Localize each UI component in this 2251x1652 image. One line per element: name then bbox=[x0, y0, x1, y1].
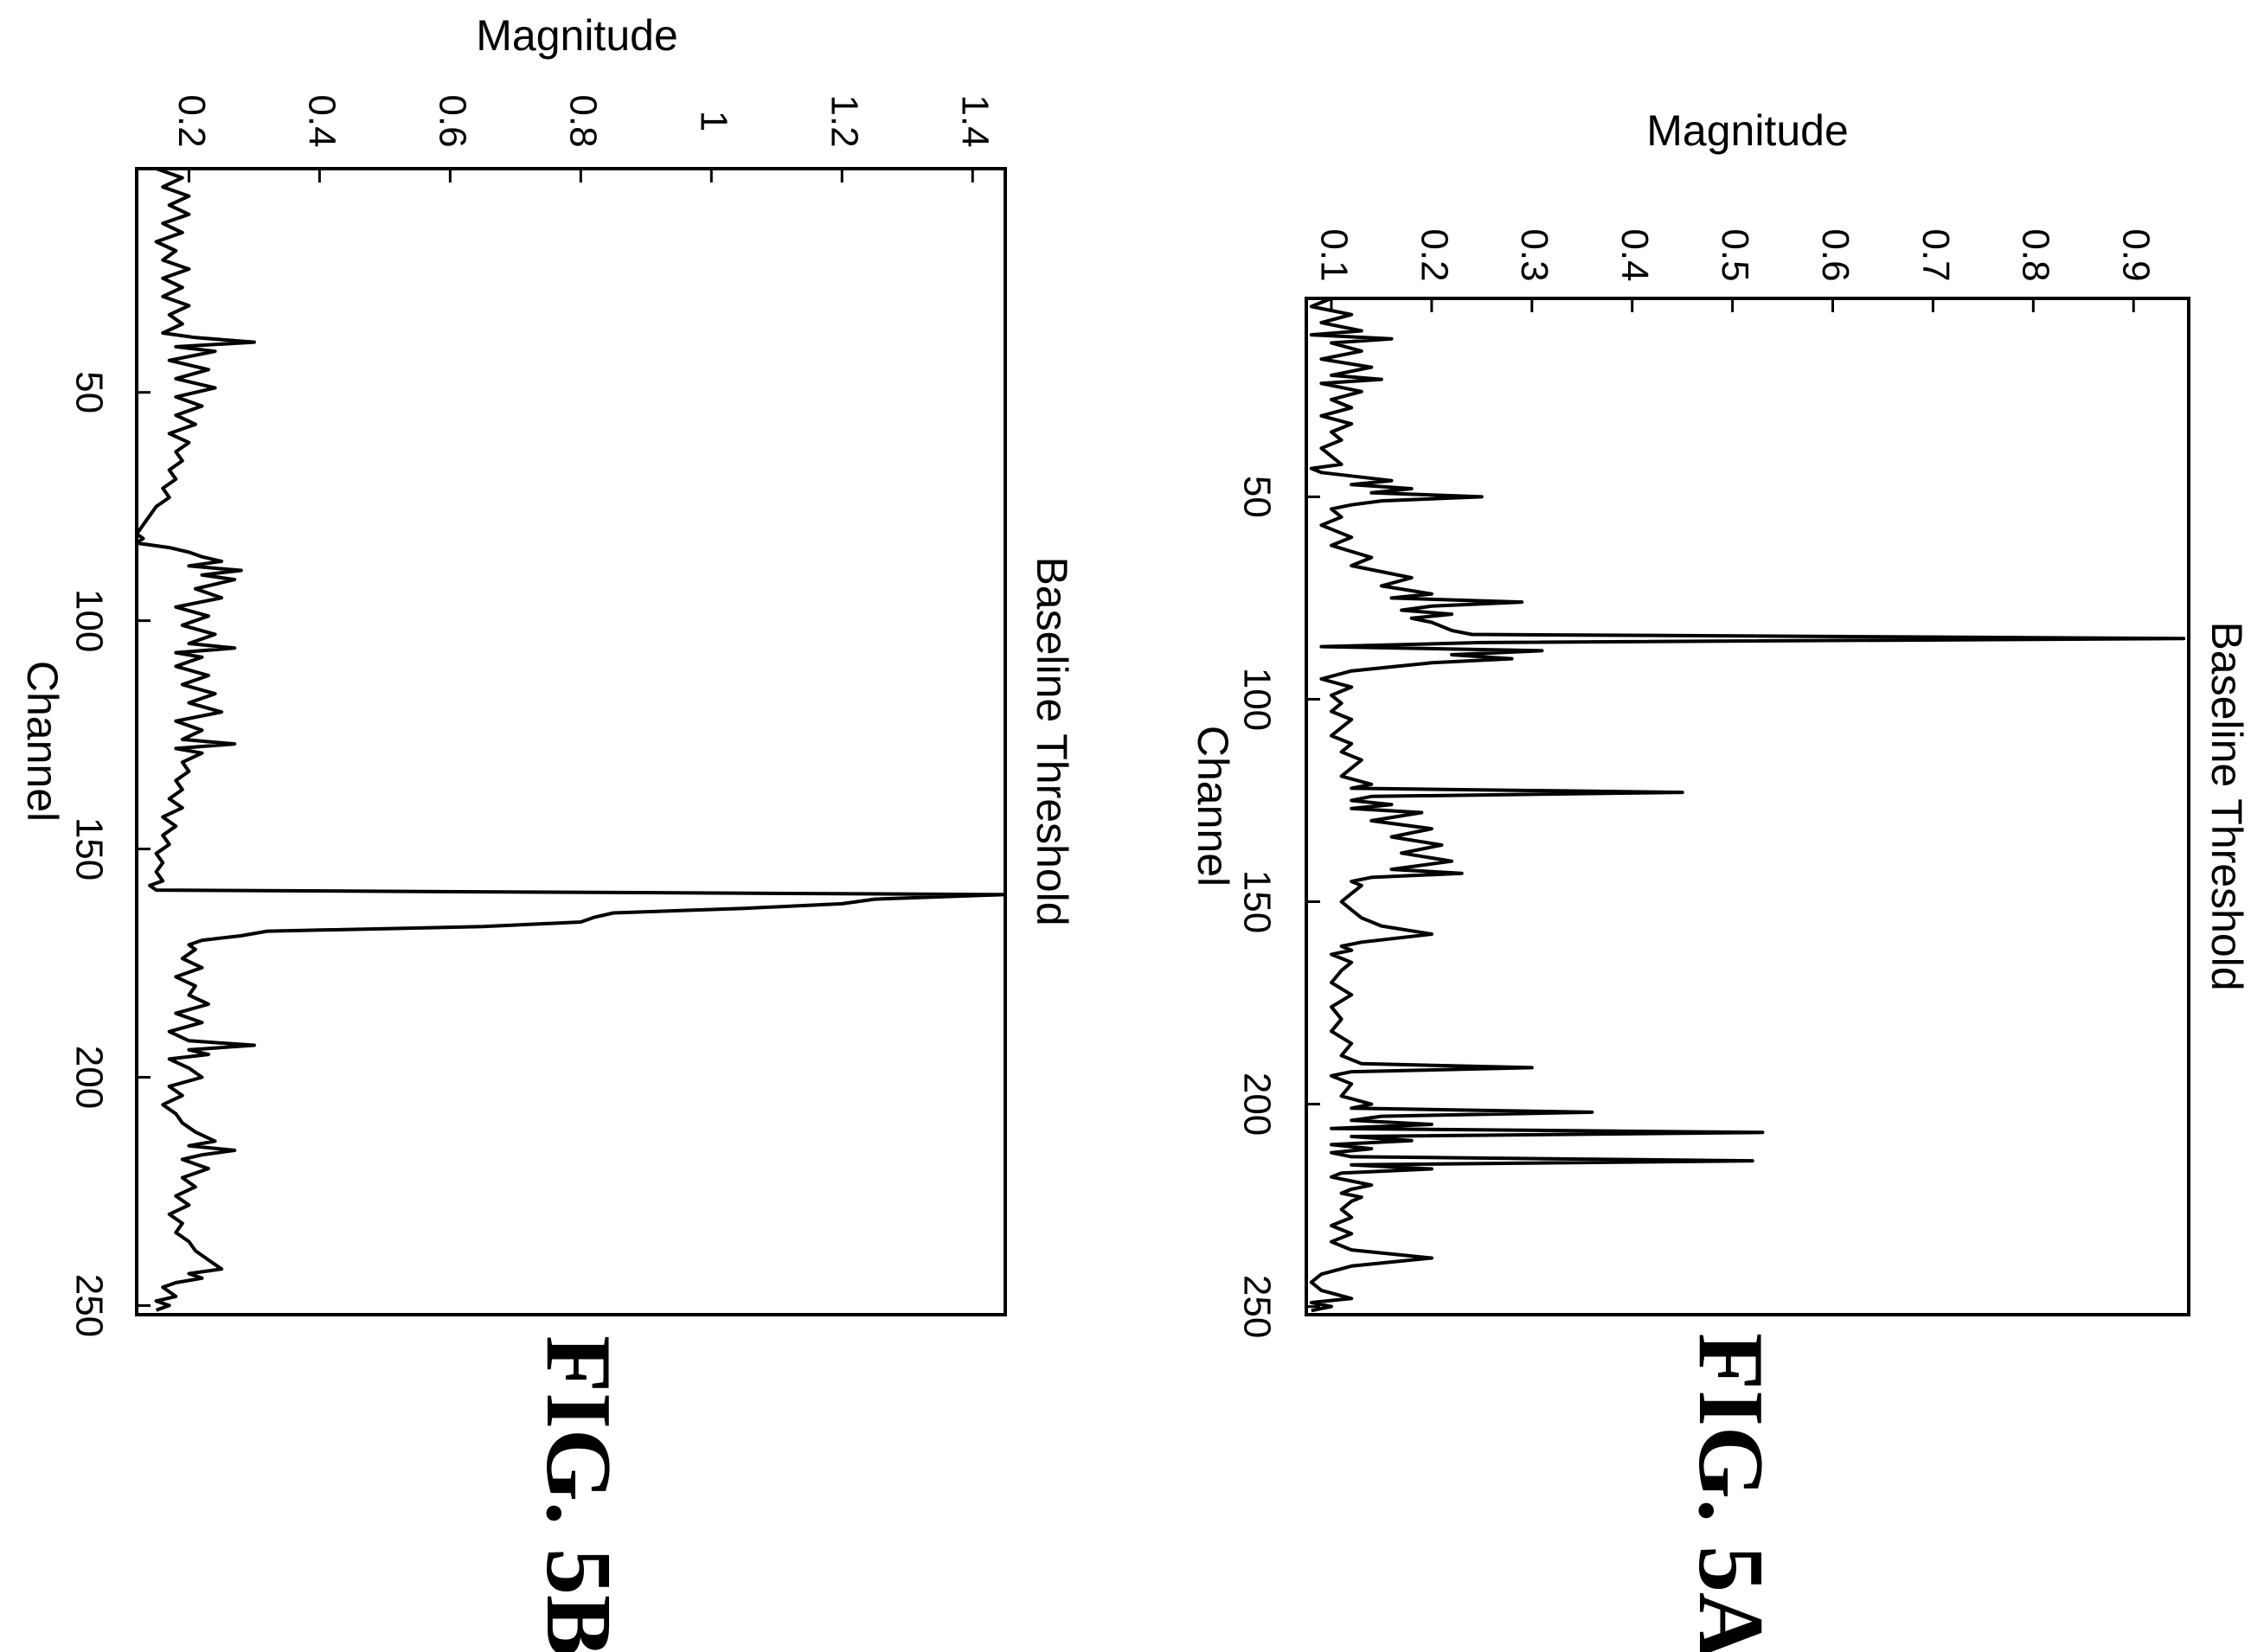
series-label: Baseline Threshold bbox=[1028, 556, 1076, 925]
x-tick-label: 50 bbox=[67, 371, 110, 413]
x-tick-label: 250 bbox=[1235, 1275, 1278, 1338]
y-axis-label: Magnitude bbox=[476, 11, 678, 60]
plot-frame bbox=[1305, 297, 2190, 1316]
plot-frame bbox=[135, 167, 1007, 1316]
y-axis-label: Magnitude bbox=[1646, 106, 1849, 155]
y-tick-label: 0.8 bbox=[2015, 228, 2057, 281]
x-tick-label: 100 bbox=[67, 589, 110, 652]
y-tick-label: 0.4 bbox=[1613, 228, 1656, 281]
y-tick-label: 1.4 bbox=[954, 94, 997, 147]
x-axis-label: Channel bbox=[18, 661, 67, 822]
x-axis-label: Channel bbox=[1189, 726, 1237, 887]
chart-fig-5a: 50 100 150 200 250 0.1 0.2 0.3 0.4 0.5 0.6 0.7 0.8 0.… bbox=[1189, 106, 2251, 1652]
y-tick-label: 1.2 bbox=[824, 94, 866, 147]
series-line bbox=[1309, 297, 2186, 1313]
figure-caption: FIG. 5A bbox=[1679, 1333, 1782, 1652]
y-tick-label: 0.5 bbox=[1714, 228, 1756, 281]
y-tick-label: 0.7 bbox=[1914, 228, 1957, 281]
y-tick-label: 0.4 bbox=[301, 94, 343, 147]
y-tick-label: 0.6 bbox=[1814, 228, 1857, 281]
x-tick-label: 50 bbox=[1235, 476, 1278, 518]
y-tick-label: 0.3 bbox=[1513, 228, 1555, 281]
figure-caption: FIG. 5B bbox=[527, 1335, 630, 1652]
x-tick-label: 100 bbox=[1235, 668, 1278, 731]
x-tick-label: 200 bbox=[1235, 1073, 1278, 1136]
series-line bbox=[135, 167, 1007, 1312]
x-tick-label: 150 bbox=[1235, 870, 1278, 933]
x-tick-label: 150 bbox=[67, 817, 110, 880]
x-tick-label: 250 bbox=[67, 1274, 110, 1337]
y-tick-label: 0.6 bbox=[432, 94, 474, 147]
y-tick-label: 0.8 bbox=[562, 94, 605, 147]
y-tick-label: 0.2 bbox=[170, 94, 213, 147]
y-tick-label: 1 bbox=[693, 111, 735, 131]
y-tick-label: 0.1 bbox=[1312, 228, 1355, 281]
y-tick-label: 0.2 bbox=[1413, 228, 1455, 281]
chart-fig-5b: 50 100 150 200 250 0.2 0.4 0.6 0.8 1 1.2 1.4 Magnitu… bbox=[18, 11, 1076, 1652]
y-tick-label: 0.9 bbox=[2115, 228, 2158, 281]
x-tick-label: 200 bbox=[67, 1046, 110, 1109]
series-label: Baseline Threshold bbox=[2203, 621, 2251, 990]
